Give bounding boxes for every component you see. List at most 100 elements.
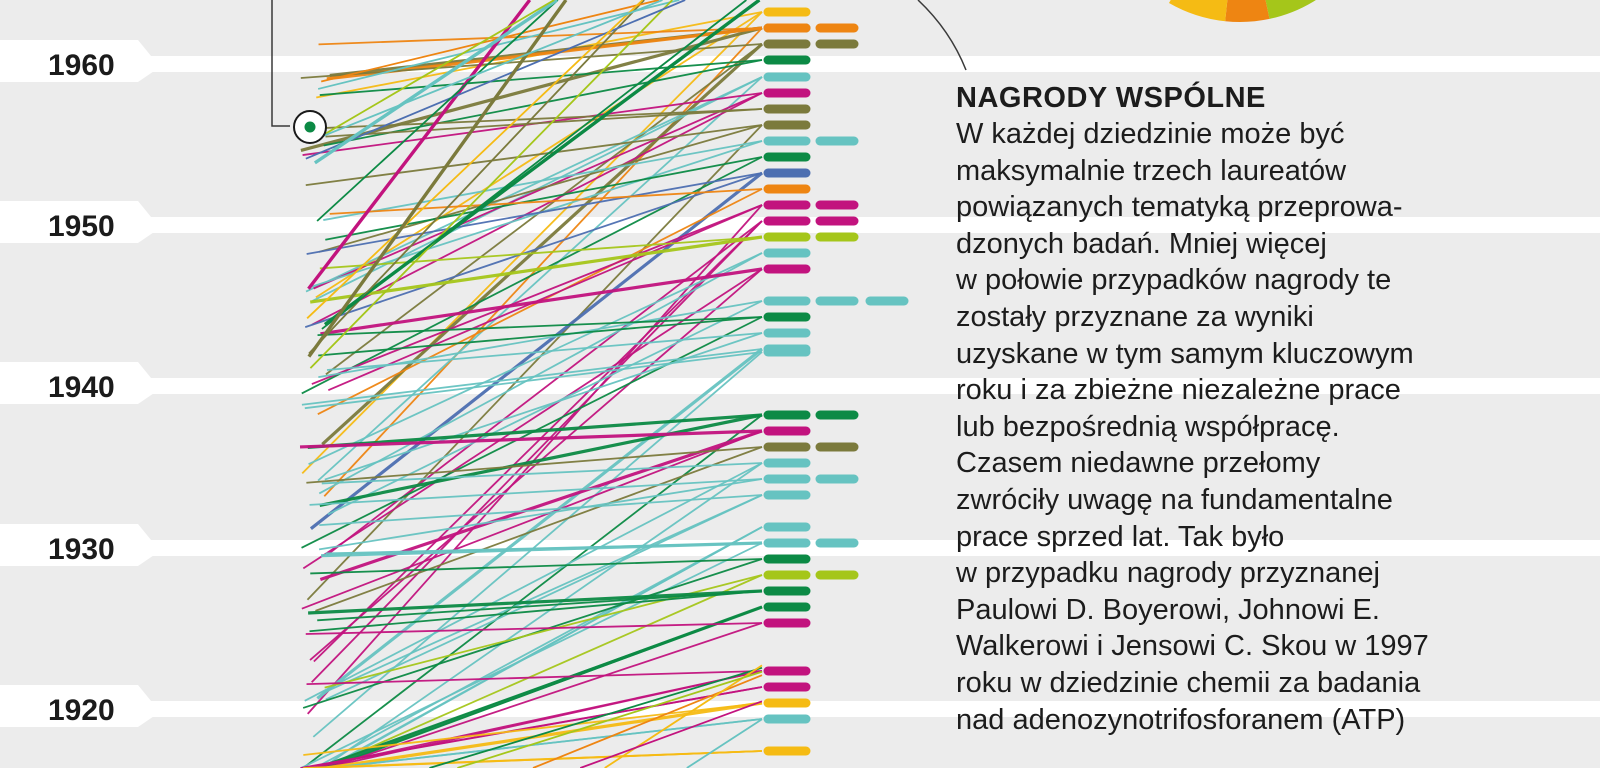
joint-prizes-text: NAGRODY WSPÓLNE W każdej dziedzinie może… — [956, 80, 1516, 738]
year-label: 1950 — [48, 210, 115, 243]
discovery-line — [309, 590, 763, 633]
body-line: w przypadku nagrody przyznanej — [956, 557, 1380, 590]
discovery-line — [301, 11, 763, 474]
discovery-line — [311, 204, 763, 385]
body-line: zwróciły uwagę na fundamentalne — [956, 483, 1393, 516]
discovery-line — [309, 171, 763, 530]
discovery-line — [314, 526, 763, 768]
discovery-line — [325, 156, 763, 241]
year-label: 1920 — [48, 694, 115, 727]
discovery-line — [320, 0, 660, 83]
discovery-line — [315, 446, 763, 612]
body-line: roku i za zbieżne niezależne prace — [956, 374, 1401, 407]
callout-bracket — [271, 0, 290, 127]
discovery-line — [313, 0, 663, 141]
discovery-line — [326, 332, 763, 371]
discovery-to-prize-lines — [299, 0, 764, 768]
discovery-line — [321, 605, 763, 768]
discovery-line — [313, 92, 763, 290]
discovery-line — [329, 188, 763, 215]
discovery-line — [326, 701, 763, 768]
discovery-line — [301, 348, 763, 406]
year-label: 1940 — [48, 371, 115, 404]
highlighted-laureate-callout — [271, 0, 967, 144]
discovery-line — [604, 664, 763, 768]
discovery-line — [317, 316, 763, 337]
field-share-donut — [1169, 0, 1316, 22]
discovery-line — [304, 172, 763, 329]
discovery-line — [311, 220, 763, 683]
discovery-line — [321, 462, 763, 485]
year-band — [0, 701, 1600, 717]
year-tab — [0, 685, 160, 727]
discovery-line — [325, 494, 763, 701]
discovery-line — [317, 0, 680, 90]
discovery-line — [429, 666, 763, 768]
year-tab — [0, 524, 160, 566]
body-line: W każdej dziedzinie może być — [956, 118, 1345, 150]
discovery-line — [306, 446, 763, 484]
body-line: prace sprzed lat. Tak było — [956, 520, 1285, 553]
discovery-line — [301, 430, 763, 610]
discovery-line — [309, 0, 673, 369]
discovery-line — [686, 718, 763, 768]
discovery-line — [325, 43, 763, 376]
donut-segment — [1265, 0, 1316, 19]
joint-prizes-title: NAGRODY WSPÓLNE — [956, 82, 1266, 114]
joint-prizes-body: W każdej dziedzinie może być maksymalnie … — [956, 116, 1516, 738]
year-axis-labels: 1960 1950 1940 1930 1920 — [48, 49, 115, 727]
discovery-line — [323, 108, 763, 129]
discovery-line — [318, 124, 763, 253]
discovery-line — [307, 204, 763, 715]
discovery-line — [318, 316, 763, 357]
discovery-line — [319, 59, 763, 96]
discovery-line — [300, 43, 763, 79]
discovery-line — [307, 0, 532, 290]
discovery-line — [322, 574, 763, 768]
body-line: Walkerowi i Jensowi C. Skou w 1997 — [956, 630, 1429, 663]
discovery-line — [303, 702, 763, 756]
discovery-line — [327, 300, 763, 516]
discovery-line — [316, 0, 559, 222]
discovery-line — [317, 0, 555, 139]
discovery-line — [323, 27, 763, 497]
discovery-line — [302, 268, 763, 570]
donut-segment — [1169, 0, 1228, 22]
discovery-line — [306, 670, 763, 686]
body-line: powiązanych tematyką przeprowa- — [956, 191, 1403, 224]
discovery-line — [327, 204, 763, 391]
discovery-line — [305, 124, 763, 186]
discovery-line — [320, 267, 763, 336]
discovery-line — [301, 156, 763, 395]
year-tab — [0, 201, 160, 243]
body-line: w połowie przypadków nagrody te — [956, 264, 1392, 297]
discovery-line — [319, 413, 763, 507]
body-line: maksymalnie trzech laureatów — [956, 154, 1347, 187]
discovery-line — [327, 526, 763, 768]
highlighted-laureate-dot — [304, 121, 316, 133]
year-label: 1960 — [48, 49, 115, 82]
discovery-line — [303, 750, 763, 768]
discovery-line — [321, 0, 747, 330]
discovery-line — [308, 252, 763, 466]
discovery-line — [312, 351, 763, 738]
discovery-line — [307, 0, 568, 358]
discovery-line — [311, 92, 763, 326]
discovery-line — [316, 347, 763, 700]
discovery-line — [305, 622, 763, 635]
discovery-line — [308, 589, 763, 615]
discovery-line — [305, 0, 686, 160]
discovery-line — [302, 686, 763, 768]
body-line: uzyskane w tym samym kluczowym — [956, 337, 1414, 370]
body-line: roku w dziedzinie chemii za badania — [956, 666, 1421, 699]
year-tab — [0, 40, 160, 82]
discovery-line — [322, 494, 763, 694]
callout-pointer — [917, 0, 967, 71]
discovery-line — [307, 413, 763, 449]
discovery-line — [313, 0, 558, 165]
body-line: dzonych badań. Mniej więcej — [956, 227, 1327, 260]
discovery-line — [300, 542, 763, 768]
discovery-line — [319, 494, 763, 526]
body-line: zostały przyznane za wyniki — [956, 300, 1314, 333]
